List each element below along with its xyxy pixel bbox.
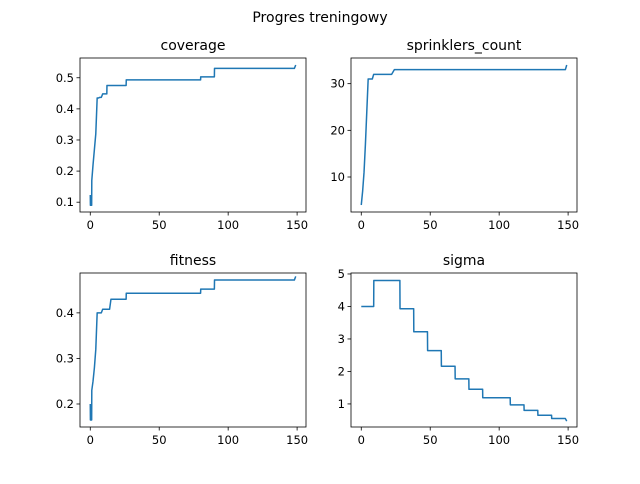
- y-tick-label: 0.2: [56, 164, 74, 178]
- x-tick-label: 0: [87, 433, 94, 447]
- y-tick-label: 0.4: [56, 102, 74, 116]
- x-tick-label: 150: [557, 218, 579, 232]
- series-line: [361, 279, 568, 422]
- subplot-title: fitness: [170, 253, 216, 269]
- y-tick-label: 10: [330, 170, 345, 184]
- axes-frame: [79, 272, 307, 428]
- y-tick-label: 2: [338, 364, 345, 378]
- y-tick-label: 20: [330, 123, 345, 137]
- x-tick-label: 150: [286, 218, 308, 232]
- x-tick-label: 100: [217, 433, 239, 447]
- y-tick-label: 0.3: [56, 351, 74, 365]
- y-tick-label: 30: [330, 77, 345, 91]
- y-tick-label: 4: [338, 299, 345, 313]
- axes-frame: [350, 272, 578, 428]
- x-tick-label: 0: [87, 218, 94, 232]
- subplot-coverage: coverage 0 50 100 150 0.1 0.2 0.3 0.4 0.5: [56, 38, 308, 232]
- x-tick-label: 0: [358, 433, 365, 447]
- series-line: [360, 64, 568, 206]
- figure-suptitle: Progres treningowy: [252, 10, 387, 26]
- y-tick-label: 5: [338, 267, 345, 281]
- subplot-sprinklers-count: sprinklers_count 0 50 100 150 10 20 30: [330, 38, 579, 232]
- series-line: [89, 64, 297, 207]
- axes-frame: [350, 57, 578, 213]
- y-tick-label: 0.1: [56, 195, 74, 209]
- x-tick-label: 50: [152, 433, 167, 447]
- x-tick-label: 150: [286, 433, 308, 447]
- subplot-title: sprinklers_count: [407, 38, 522, 54]
- x-tick-label: 0: [358, 218, 365, 232]
- x-tick-label: 50: [423, 218, 438, 232]
- x-tick-label: 100: [488, 218, 510, 232]
- y-tick-label: 0.3: [56, 133, 74, 147]
- subplot-fitness: fitness 0 50 100 150 0.2 0.3 0.4: [56, 253, 308, 447]
- x-tick-label: 50: [152, 218, 167, 232]
- axes-frame: [79, 57, 307, 213]
- y-tick-label: 1: [338, 397, 345, 411]
- y-tick-label: 0.5: [56, 71, 74, 85]
- subplot-title: sigma: [443, 253, 485, 269]
- y-tick-label: 3: [338, 332, 345, 346]
- x-tick-label: 50: [423, 433, 438, 447]
- y-tick-label: 0.2: [56, 397, 74, 411]
- series-line: [89, 276, 297, 421]
- x-tick-label: 150: [557, 433, 579, 447]
- subplot-sigma: sigma 0 50 100 150 1 2 3 4 5: [338, 253, 579, 447]
- y-tick-label: 0.4: [56, 306, 74, 320]
- x-tick-label: 100: [488, 433, 510, 447]
- x-tick-label: 100: [217, 218, 239, 232]
- subplot-title: coverage: [161, 38, 226, 54]
